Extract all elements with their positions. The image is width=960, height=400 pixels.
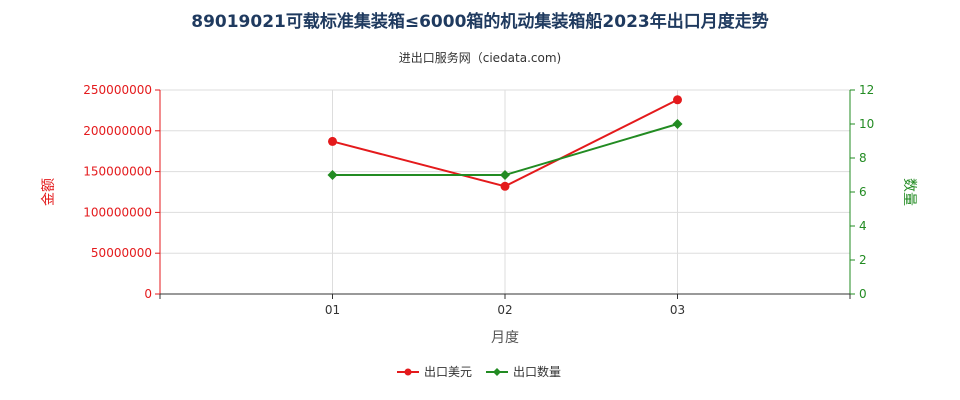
- tick-label-x: 02: [497, 303, 512, 317]
- legend-marker: [404, 368, 412, 376]
- grid: [160, 89, 850, 294]
- tick-label-x: 01: [325, 303, 340, 317]
- tick-label-right: 4: [859, 219, 867, 233]
- tick-label-left: 200000000: [83, 124, 152, 138]
- legend: 出口美元 出口数量: [397, 364, 561, 379]
- data-point: [672, 119, 683, 129]
- data-point: [500, 170, 510, 180]
- chart-subtitle: 进出口服务网（ciedata.com): [399, 50, 561, 65]
- chart-title: 89019021可载标准集装箱≤6000箱的机动集装箱船2023年出口月度走势: [191, 11, 769, 32]
- tick-label-right: 12: [859, 83, 874, 97]
- data-point: [327, 170, 338, 180]
- y-axis-right-label: 数量: [901, 178, 917, 206]
- legend-marker: [493, 368, 501, 376]
- tick-label-right: 2: [859, 253, 867, 267]
- data-point: [673, 95, 682, 105]
- tick-label-right: 0: [859, 287, 867, 301]
- x-axis-label: 月度: [491, 330, 519, 346]
- legend-label: 出口美元: [424, 365, 472, 379]
- tick-label-left: 250000000: [83, 83, 152, 97]
- tick-label-left: 100000000: [83, 205, 152, 219]
- data-point: [500, 181, 510, 191]
- tick-label-left: 150000000: [83, 165, 152, 179]
- axes: [155, 89, 855, 299]
- tick-label-left: 0: [144, 287, 152, 301]
- data-point: [328, 136, 337, 146]
- tick-label-left: 50000000: [91, 246, 152, 260]
- tick-label-right: 6: [859, 185, 867, 199]
- y-axis-left-label: 金额: [41, 178, 57, 206]
- tick-label-x: 03: [670, 303, 685, 317]
- tick-labels: 0 50000000 100000000 150000000 200000000 2500…: [83, 83, 874, 317]
- series: [327, 95, 683, 191]
- tick-label-right: 10: [859, 117, 874, 131]
- tick-label-right: 8: [859, 151, 867, 165]
- legend-label: 出口数量: [513, 364, 561, 379]
